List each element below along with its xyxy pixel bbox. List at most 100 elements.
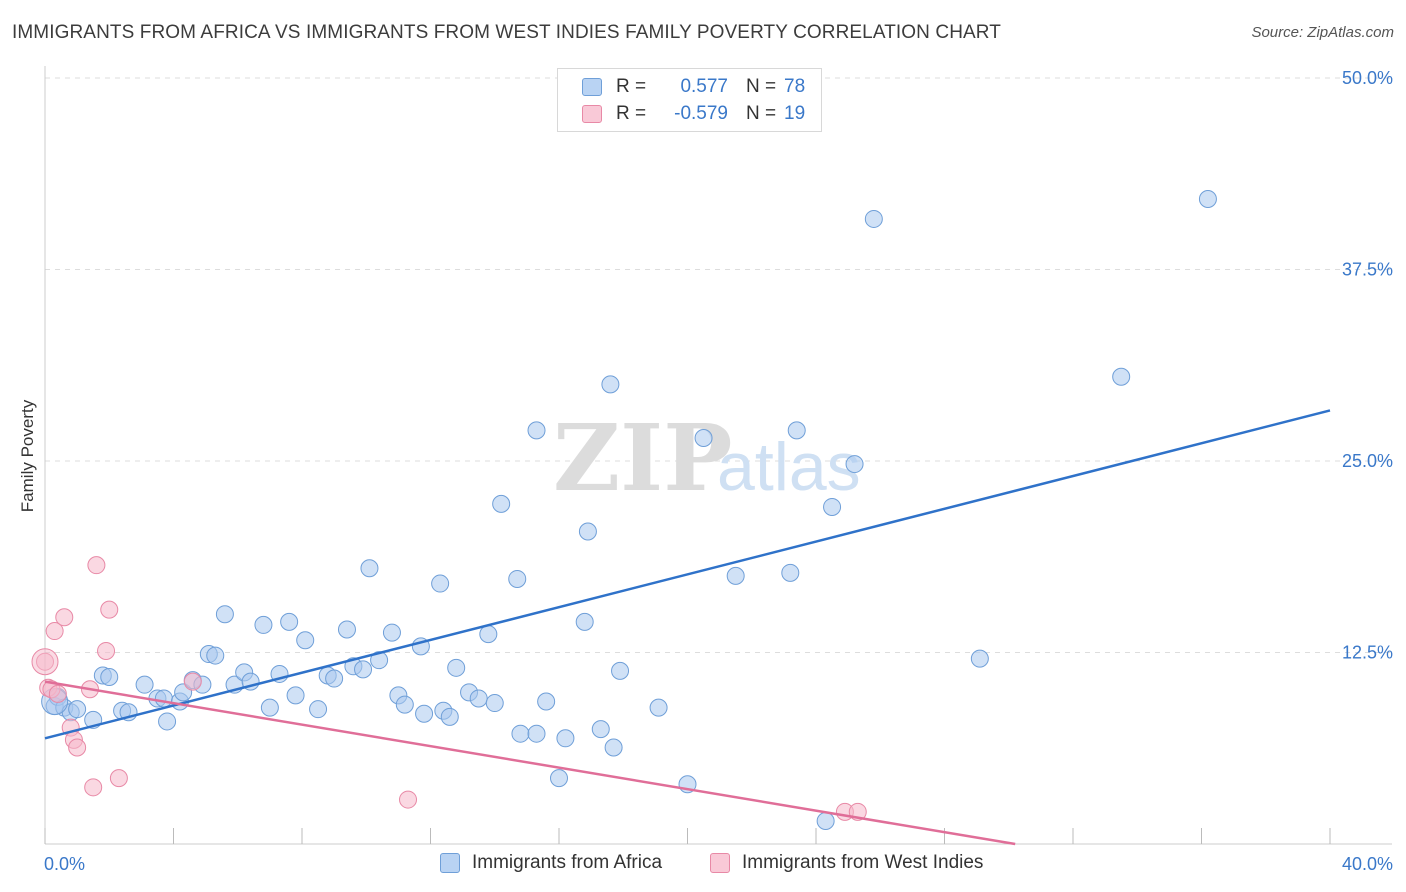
data-point-africa xyxy=(781,563,800,582)
data-point-west-indies xyxy=(55,608,74,627)
data-point-africa xyxy=(726,566,745,585)
data-point-africa xyxy=(354,660,373,679)
legend-n-label: N = xyxy=(746,76,777,97)
data-point-africa xyxy=(440,707,459,726)
data-point-africa xyxy=(1112,367,1131,386)
data-point-africa xyxy=(206,646,225,665)
data-point-africa xyxy=(382,623,401,642)
data-point-africa xyxy=(154,689,173,708)
data-point-africa xyxy=(845,455,864,474)
trend-line-west-indies xyxy=(44,680,1016,846)
data-point-africa xyxy=(479,625,498,644)
data-point-africa xyxy=(158,712,177,731)
data-point-africa xyxy=(550,769,568,788)
data-point-africa xyxy=(694,429,713,448)
data-point-africa xyxy=(280,612,299,631)
series-west-indies-points xyxy=(31,556,867,821)
data-point-africa xyxy=(485,694,504,713)
legend-n-value: 78 xyxy=(784,76,806,97)
data-point-west-indies xyxy=(183,672,202,691)
data-point-africa xyxy=(296,631,315,650)
axes xyxy=(44,66,1392,845)
legend-r-label: R = xyxy=(616,103,647,124)
data-point-africa xyxy=(492,494,511,513)
legend-r-value: -0.579 xyxy=(674,103,728,124)
y-tick-label: 50.0% xyxy=(1342,68,1393,88)
legend-n-label: N = xyxy=(746,103,777,124)
legend-r-value: 0.577 xyxy=(680,76,728,97)
data-point-africa xyxy=(370,651,389,670)
data-point-africa xyxy=(611,661,630,680)
bottom-legend-west-indies: Immigrants from West Indies xyxy=(710,852,983,874)
data-point-africa xyxy=(286,686,305,705)
chart-title: IMMIGRANTS FROM AFRICA VS IMMIGRANTS FRO… xyxy=(12,22,1001,43)
data-point-africa xyxy=(325,669,344,688)
watermark-atlas: atlas xyxy=(717,429,861,505)
data-point-africa xyxy=(578,522,597,541)
data-point-africa xyxy=(260,698,279,717)
x-tick-label: 0.0% xyxy=(44,854,85,874)
data-point-africa xyxy=(1198,190,1217,209)
data-point-africa xyxy=(537,692,556,711)
data-point-africa xyxy=(360,559,379,578)
legend-swatch-africa xyxy=(582,78,602,96)
data-point-africa xyxy=(511,724,530,743)
source-label: Source: ZipAtlas.com xyxy=(1251,24,1394,41)
data-point-africa xyxy=(254,615,273,634)
watermark: ZIP atlas xyxy=(553,404,861,512)
y-tick-label: 25.0% xyxy=(1342,451,1393,471)
data-point-africa xyxy=(68,700,87,719)
data-point-africa xyxy=(816,812,835,831)
legend-row-west-indies: R = -0.579 N = 19 xyxy=(582,102,805,126)
legend-r-label: R = xyxy=(616,76,647,97)
data-point-west-indies xyxy=(399,790,418,809)
y-tick-label: 12.5% xyxy=(1342,643,1393,663)
data-point-west-indies xyxy=(31,648,59,676)
data-point-africa xyxy=(431,574,450,593)
data-point-africa xyxy=(556,729,575,748)
data-point-africa xyxy=(604,738,623,757)
data-point-west-indies xyxy=(84,778,103,797)
trend-lines xyxy=(44,409,1331,846)
data-point-africa xyxy=(469,689,488,708)
data-point-africa xyxy=(447,658,466,677)
bottom-legend-swatch-west-indies xyxy=(710,853,730,873)
data-point-africa xyxy=(575,612,594,631)
data-point-africa xyxy=(395,695,414,714)
data-point-africa xyxy=(309,700,328,719)
data-point-africa xyxy=(527,724,546,743)
data-point-africa xyxy=(787,421,806,440)
bottom-legend-label-africa: Immigrants from Africa xyxy=(472,852,663,873)
data-point-africa xyxy=(100,668,119,687)
bottom-legend-africa: Immigrants from Africa xyxy=(440,852,662,874)
watermark-zip: ZIP xyxy=(553,404,732,512)
tick-labels: 12.5% 25.0% 37.5% 50.0% 0.0% 40.0% xyxy=(44,68,1393,874)
data-point-africa xyxy=(215,605,234,624)
data-point-west-indies xyxy=(45,622,64,641)
data-point-africa xyxy=(415,704,434,723)
data-point-west-indies xyxy=(100,600,119,619)
data-point-africa xyxy=(508,569,527,588)
data-point-africa xyxy=(527,421,546,440)
data-point-west-indies xyxy=(109,769,128,788)
bottom-legend-label-west-indies: Immigrants from West Indies xyxy=(742,852,984,873)
legend-n-value: 19 xyxy=(784,103,806,124)
data-point-africa xyxy=(337,620,356,639)
legend-swatch-west-indies xyxy=(582,105,602,123)
data-point-west-indies xyxy=(87,556,106,575)
bottom-legend-swatch-africa xyxy=(440,853,460,873)
data-point-africa xyxy=(591,720,610,739)
y-tick-label: 37.5% xyxy=(1342,260,1393,280)
trend-line-africa xyxy=(44,409,1331,740)
legend-row-africa: R = 0.577 N = 78 xyxy=(582,75,805,99)
data-point-africa xyxy=(864,209,883,228)
data-point-africa xyxy=(970,649,989,668)
data-point-west-indies xyxy=(68,738,87,757)
data-point-africa xyxy=(135,675,154,694)
data-point-west-indies xyxy=(48,684,67,703)
data-point-africa xyxy=(823,497,842,516)
legend-box: R = 0.577 N = 78 R = -0.579 N = 19 xyxy=(557,68,822,132)
data-point-africa xyxy=(601,375,620,394)
data-point-west-indies xyxy=(97,641,116,660)
